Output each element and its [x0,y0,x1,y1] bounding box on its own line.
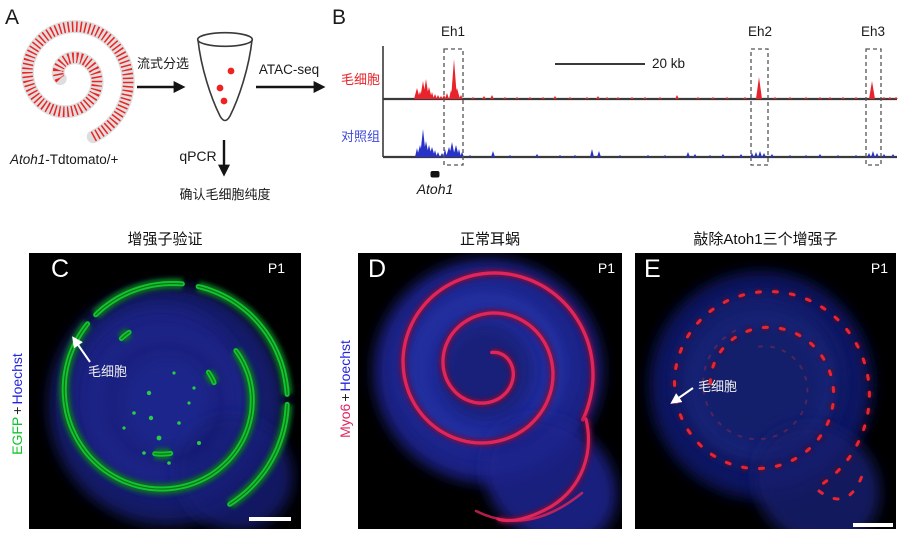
panel-e-image: E P1 毛细胞 [635,253,896,529]
cell-dot [142,451,146,455]
gene-glyph [430,171,440,178]
cell-dot [197,441,201,445]
sorted-cell-dot [216,84,224,92]
control-peaks [415,129,895,157]
tube-body [197,39,253,122]
cell-dot [192,386,196,390]
cell-dot [146,390,152,396]
panel-d-image: D P1 [358,253,622,529]
panel-d-stain-label: Myo6+Hoechst [337,314,353,464]
panel-c-letter: C [51,255,70,283]
panel-c-stain-label: EGFP+Hoechst [9,329,25,479]
enhancer-box-eh2 [750,48,769,166]
panel-d-title: 正常耳蜗 [459,231,520,248]
qpcr-label: qPCR [179,148,217,164]
plus-sign: + [337,393,353,402]
enhancer-label-eh1: Eh1 [440,24,466,39]
egfp-spiral-core [63,282,288,505]
scalebar-label: 20 kb [652,56,686,71]
panel-e-letter: E [644,255,661,283]
enhancer-box-eh1 [443,48,464,166]
panel-e-annotation: 毛细胞 [698,379,738,394]
genotype-gene: Atoh1 [10,152,46,167]
tdtomato-hair-cells [22,21,134,142]
hair-cell-arrow [670,387,694,404]
egfp-label: EGFP [9,416,25,455]
sorted-cell-dot [227,67,235,75]
cell-dot [156,435,162,441]
cochlea-egfp-image [29,253,301,529]
control-track-label: 对照组 [340,129,380,144]
cochlea-myo6-image [358,253,622,529]
enhancer-label-eh2: Eh2 [747,24,773,39]
faint-inner-arc [702,329,809,441]
flow-sort-label: 流式分选 [136,56,189,71]
enhancer-box-eh3 [865,48,882,166]
hair-cell-track-label: 毛细胞 [340,72,380,87]
panel-b-letter: B [332,6,347,29]
cochlea-knockout-image [635,253,896,529]
hoechst-tissue [483,416,617,529]
panel-a-letter: A [5,6,20,29]
panel-e-title: 敲除Atoh1三个增强子 [693,231,838,248]
panel-d-letter: D [368,255,387,283]
hoechst-tissue [753,423,881,529]
myo6-label: Myo6 [337,403,353,438]
panel-a-diagram [20,20,326,177]
genotype-label: Atoh1-Tdtomato/+ [10,152,118,167]
panel-c-image: C P1 毛细胞 [29,253,301,529]
cell-dot [177,421,181,425]
cell-dot [172,371,176,375]
tissue-ring [691,315,831,455]
sorted-cell-dot [220,97,228,105]
hoechst-label: Hoechst [9,353,25,405]
gene-label: Atoh1 [416,181,454,197]
myo6-hook-arc [474,491,584,522]
panel-b-tracks [382,46,898,178]
panel-c-scalebar [249,517,291,521]
cell-dot [148,415,154,421]
myo6-spiral [401,271,595,445]
cell-dot [167,461,171,465]
panel-d-age: P1 [597,260,615,276]
residual-haircell-dots [673,289,871,485]
purity-label: 确认毛细胞纯度 [179,187,271,202]
panel-c-annotation: 毛细胞 [88,364,128,379]
panel-c-age: P1 [267,260,285,276]
plus-sign: + [9,406,25,415]
cell-dot [187,401,191,405]
cell-dot [132,411,136,415]
tube-rim [196,31,254,48]
atacseq-label: ATAC-seq [258,62,320,77]
panel-c-title: 增强子验证 [127,231,203,248]
cell-dot [122,426,126,430]
enhancer-label-eh3: Eh3 [860,24,886,39]
hair-cell-arrow [72,336,91,363]
panel-e-scalebar [853,523,893,527]
hoechst-tissue [125,357,209,449]
genotype-suffix: -Tdtomato/+ [45,152,119,167]
hoechst-label: Hoechst [337,340,353,392]
tissue-ring [90,328,240,478]
panel-e-age: P1 [870,260,888,276]
